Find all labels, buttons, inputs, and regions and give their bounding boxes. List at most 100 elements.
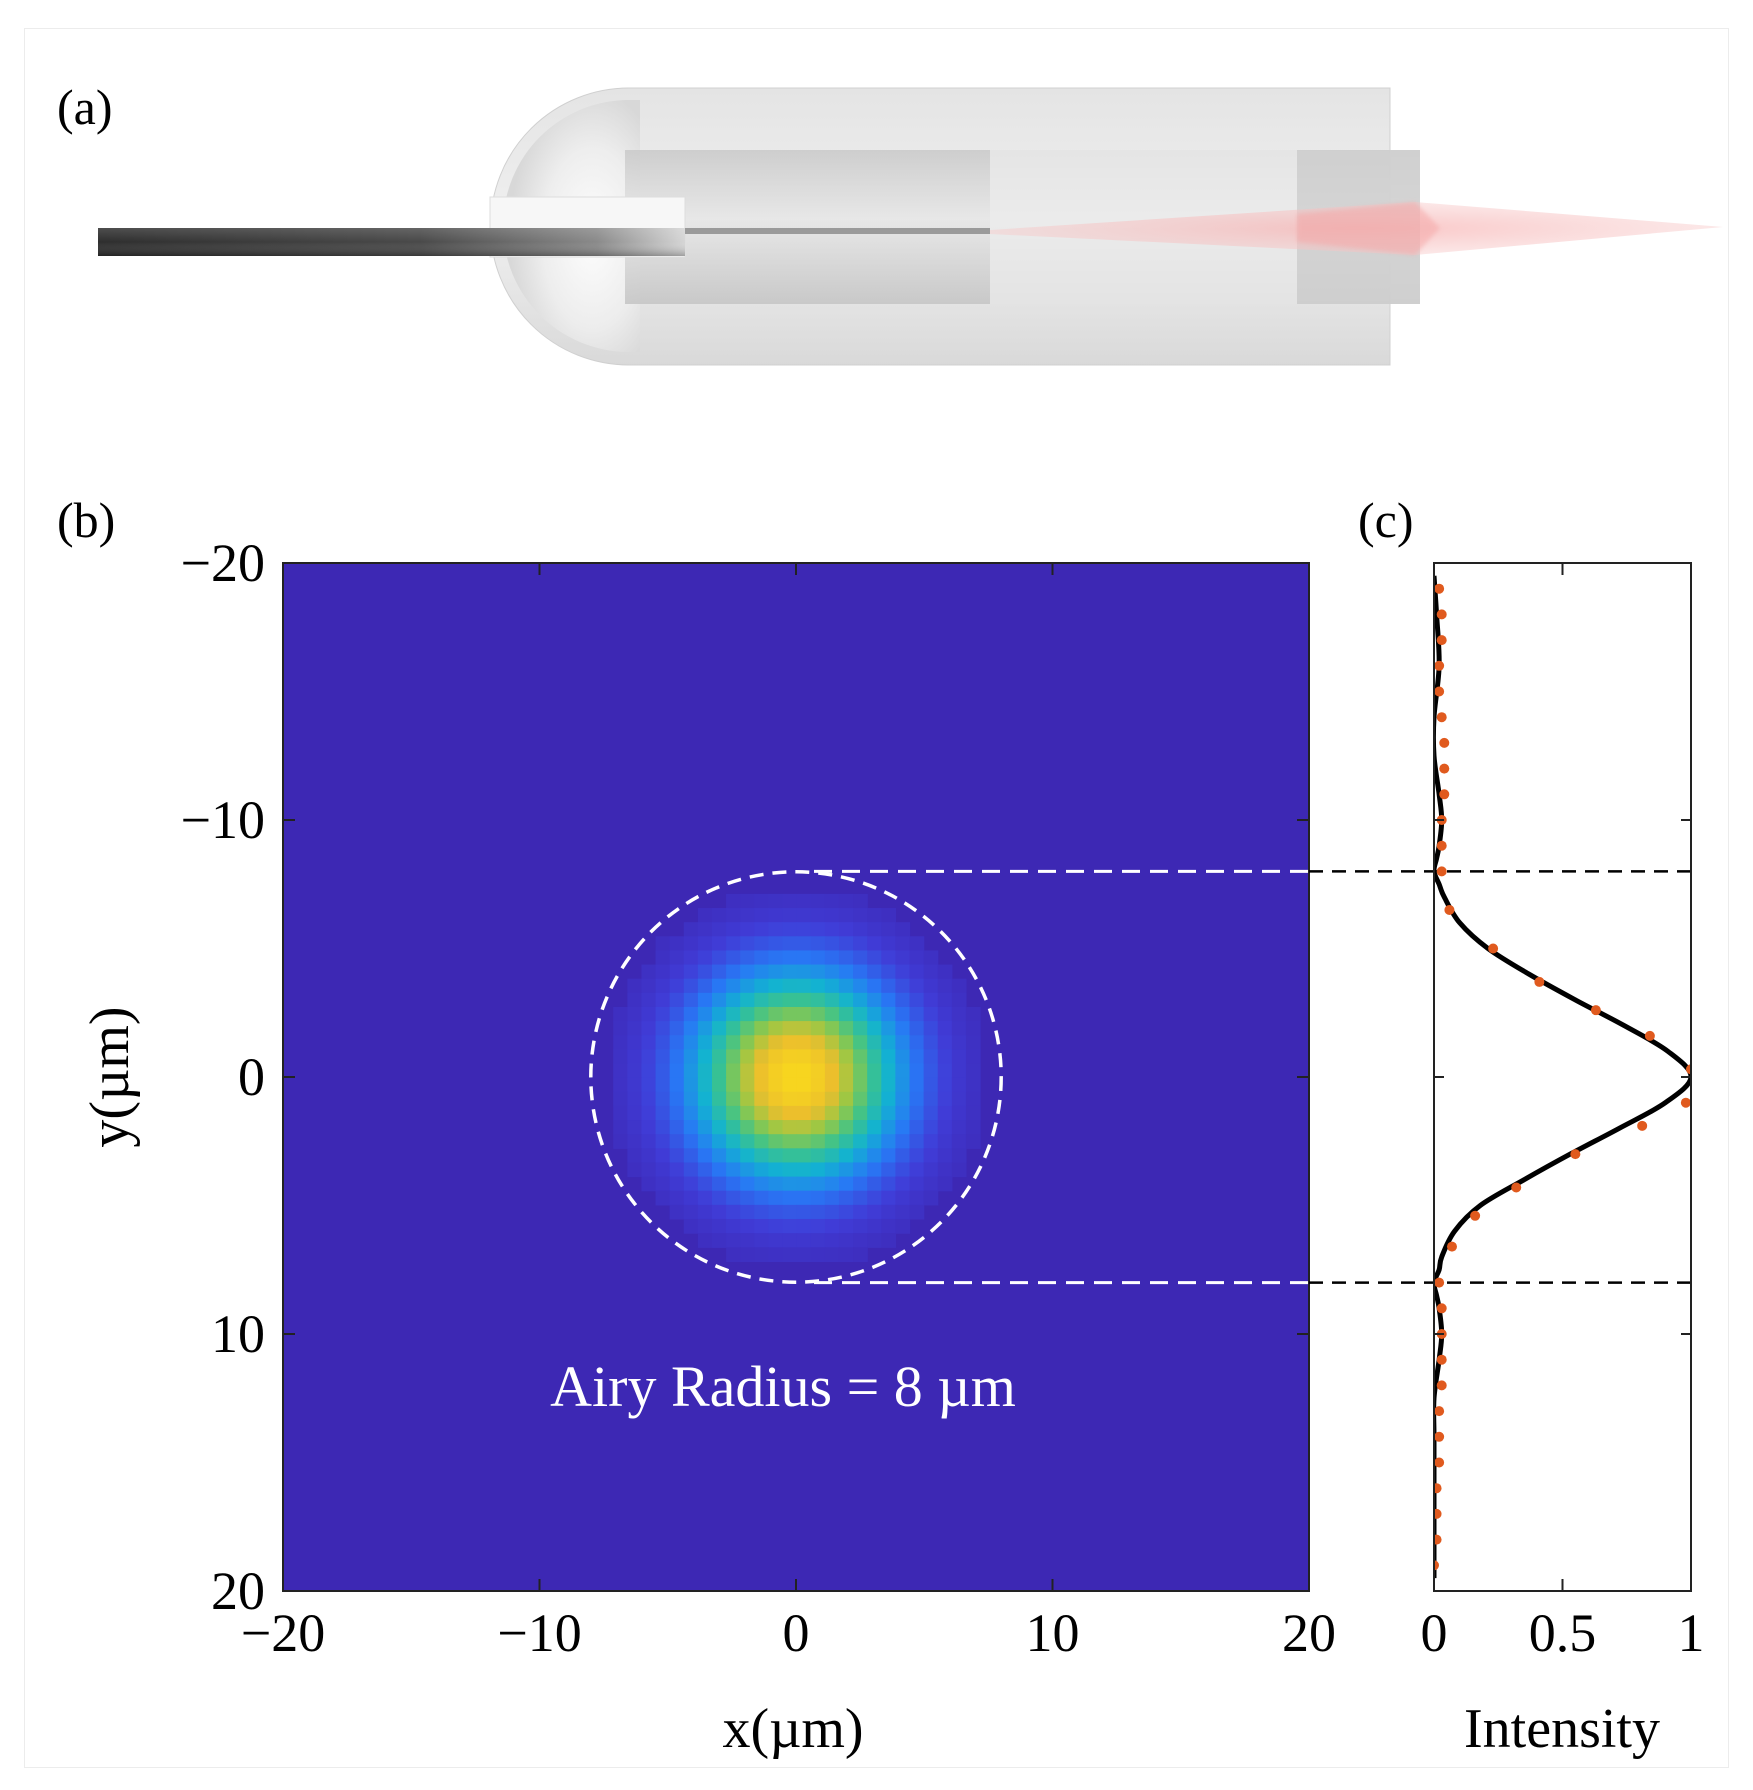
heatmap-cell <box>923 1049 939 1065</box>
heatmap-cell <box>697 1035 713 1050</box>
profile-data-point <box>1534 976 1545 987</box>
heatmap-cell <box>768 1120 784 1135</box>
heatmap-cell <box>754 1120 770 1135</box>
heatmap-cell <box>712 1162 727 1178</box>
heatmap-cell <box>726 1063 741 1079</box>
heatmap-cell <box>782 922 798 937</box>
heatmap-cell <box>669 936 685 952</box>
heatmap-cell <box>838 1021 854 1036</box>
heatmap-cell <box>867 1035 882 1050</box>
heatmap-cell <box>796 1063 812 1079</box>
heatmap-cell <box>697 922 713 937</box>
profile-data-point <box>1511 1182 1522 1193</box>
y-tick-label: −20 <box>181 533 265 593</box>
heatmap-cell <box>726 1049 741 1065</box>
profile-data-point <box>1446 1241 1457 1252</box>
y-tick-label: 10 <box>211 1304 265 1364</box>
heatmap-cell <box>712 1006 727 1022</box>
heatmap-cell <box>669 1176 685 1192</box>
heatmap-cell <box>838 1077 854 1093</box>
heatmap-cell <box>909 1148 925 1164</box>
heatmap-cell <box>796 1105 812 1121</box>
heatmap-cell <box>768 1105 784 1121</box>
heatmap-cell <box>824 1006 840 1022</box>
profile-data-point <box>1439 763 1450 774</box>
heatmap-cell <box>796 936 812 952</box>
heatmap-cell <box>895 1063 911 1079</box>
heatmap-cell <box>881 1162 896 1178</box>
heatmap-cell <box>782 1006 798 1022</box>
heatmap-cell <box>824 1021 840 1036</box>
heatmap-cell <box>923 1190 939 1206</box>
heatmap-cell <box>669 1162 685 1178</box>
heatmap-cell <box>838 1176 854 1192</box>
heatmap-cell <box>726 1190 741 1206</box>
heatmap-cell <box>824 1162 840 1178</box>
heatmap-cell <box>951 1063 967 1079</box>
heatmap-cell <box>838 1035 854 1050</box>
heatmap-cell <box>853 1049 868 1065</box>
intensity-heatmap <box>283 563 1309 1591</box>
heatmap-cell <box>627 978 643 994</box>
heatmap-cell <box>881 964 896 980</box>
heatmap-cell <box>627 992 643 1008</box>
heatmap-cell <box>740 1190 755 1206</box>
heatmap-cell <box>867 1091 882 1107</box>
heatmap-cell <box>810 1063 826 1079</box>
heatmap-cell <box>768 1148 784 1164</box>
heatmap-cell <box>669 1063 685 1079</box>
heatmap-cell <box>726 1120 741 1135</box>
heatmap-x-axis-label: x(µm) <box>722 1698 863 1760</box>
heatmap-cell <box>683 1091 699 1107</box>
heatmap-cell <box>712 1218 727 1234</box>
x-tick-label: 0 <box>783 1603 810 1663</box>
profile-data-point <box>1434 1431 1445 1442</box>
heatmap-cell <box>627 1063 643 1079</box>
heatmap-cell <box>796 1176 812 1192</box>
heatmap-cell <box>697 964 713 980</box>
heatmap-cell <box>683 922 699 937</box>
heatmap-cell <box>853 1176 868 1192</box>
heatmap-cell <box>712 922 727 937</box>
heatmap-cell <box>796 1035 812 1050</box>
profile-data-point <box>1436 1354 1447 1365</box>
heatmap-cell <box>895 1190 911 1206</box>
heatmap-cell <box>740 1091 755 1107</box>
heatmap-cell <box>838 1134 854 1149</box>
heatmap-cell <box>726 1105 741 1121</box>
heatmap-cell <box>937 1148 953 1164</box>
heatmap-cell <box>782 1233 798 1248</box>
heatmap-cell <box>951 1021 967 1036</box>
heatmap-cell <box>768 1049 784 1065</box>
panel-a-label: (a) <box>57 79 113 135</box>
heatmap-cell <box>853 1006 868 1022</box>
heatmap-cell <box>683 992 699 1008</box>
heatmap-cell <box>853 992 868 1008</box>
heatmap-cell <box>796 908 812 923</box>
heatmap-cell <box>824 1218 840 1234</box>
heatmap-cell <box>697 978 713 994</box>
heatmap-cell <box>754 936 770 952</box>
heatmap-cell <box>712 908 727 923</box>
airy-radius-annotation: Airy Radius = 8 µm <box>550 1354 1016 1419</box>
heatmap-cell <box>697 1148 713 1164</box>
heatmap-cell <box>867 1162 882 1178</box>
heatmap-cell <box>726 1176 741 1192</box>
heatmap-cell <box>754 1247 770 1262</box>
heatmap-cell <box>881 1105 896 1121</box>
heatmap-cell <box>810 1091 826 1107</box>
heatmap-cell <box>669 1091 685 1107</box>
heatmap-cell <box>740 1233 755 1248</box>
heatmap-cell <box>810 1218 826 1234</box>
profile-data-point <box>1434 583 1445 594</box>
heatmap-cell <box>796 1204 812 1220</box>
profile-data-point <box>1436 1303 1447 1314</box>
heatmap-cell <box>937 1091 953 1107</box>
heatmap-cell <box>683 1218 699 1234</box>
heatmap-cell <box>824 922 840 937</box>
heatmap-cell <box>895 1021 911 1036</box>
heatmap-cell <box>697 1091 713 1107</box>
heatmap-cell <box>613 1021 628 1036</box>
heatmap-cell <box>712 1120 727 1135</box>
heatmap-cell <box>740 1247 755 1262</box>
